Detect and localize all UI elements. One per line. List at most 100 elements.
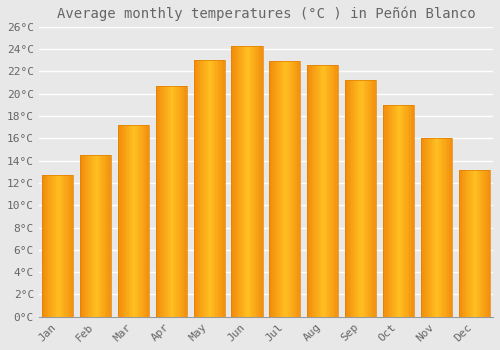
Bar xyxy=(440,138,441,317)
Bar xyxy=(446,138,447,317)
Bar xyxy=(180,86,182,317)
Bar xyxy=(47,175,48,317)
Bar xyxy=(258,46,260,317)
Bar xyxy=(173,86,174,317)
Bar xyxy=(138,125,140,317)
Bar xyxy=(68,175,70,317)
Bar xyxy=(274,61,276,317)
Bar xyxy=(466,169,468,317)
Bar xyxy=(50,175,51,317)
Bar xyxy=(179,86,180,317)
Bar xyxy=(345,80,376,317)
Bar xyxy=(156,86,158,317)
Bar xyxy=(62,175,64,317)
Bar xyxy=(386,105,388,317)
Bar xyxy=(220,60,222,317)
Bar xyxy=(242,46,244,317)
Bar xyxy=(106,155,108,317)
Bar xyxy=(356,80,358,317)
Bar xyxy=(485,169,486,317)
Bar xyxy=(465,169,466,317)
Bar xyxy=(464,169,465,317)
Bar xyxy=(210,60,212,317)
Bar xyxy=(222,60,223,317)
Bar xyxy=(261,46,262,317)
Bar xyxy=(209,60,210,317)
Bar xyxy=(284,61,285,317)
Bar xyxy=(324,65,326,317)
Bar xyxy=(178,86,179,317)
Bar xyxy=(318,65,320,317)
Bar xyxy=(362,80,364,317)
Bar xyxy=(239,46,241,317)
Bar xyxy=(315,65,316,317)
Bar xyxy=(204,60,206,317)
Bar xyxy=(247,46,248,317)
Bar xyxy=(277,61,278,317)
Bar xyxy=(198,60,200,317)
Bar xyxy=(203,60,204,317)
Bar xyxy=(290,61,291,317)
Bar xyxy=(332,65,334,317)
Bar xyxy=(223,60,224,317)
Bar xyxy=(134,125,135,317)
Bar xyxy=(44,175,46,317)
Bar xyxy=(104,155,105,317)
Bar xyxy=(72,175,74,317)
Bar xyxy=(184,86,186,317)
Bar xyxy=(450,138,452,317)
Bar xyxy=(105,155,106,317)
Bar xyxy=(97,155,98,317)
Bar xyxy=(260,46,261,317)
Bar xyxy=(448,138,450,317)
Bar xyxy=(286,61,288,317)
Bar xyxy=(320,65,321,317)
Bar xyxy=(390,105,392,317)
Bar xyxy=(238,46,240,317)
Bar xyxy=(135,125,136,317)
Bar xyxy=(122,125,124,317)
Bar xyxy=(370,80,372,317)
Bar xyxy=(471,169,472,317)
Bar xyxy=(124,125,126,317)
Bar xyxy=(314,65,315,317)
Bar xyxy=(321,65,322,317)
Bar xyxy=(54,175,56,317)
Bar xyxy=(383,105,384,317)
Bar xyxy=(334,65,335,317)
Bar xyxy=(206,60,208,317)
Bar xyxy=(468,169,469,317)
Bar xyxy=(292,61,294,317)
Bar xyxy=(234,46,236,317)
Bar xyxy=(96,155,97,317)
Bar xyxy=(368,80,370,317)
Bar xyxy=(316,65,318,317)
Bar xyxy=(91,155,92,317)
Bar xyxy=(476,169,478,317)
Bar xyxy=(296,61,298,317)
Bar xyxy=(70,175,71,317)
Bar xyxy=(406,105,408,317)
Bar xyxy=(42,175,44,317)
Bar xyxy=(421,138,452,317)
Bar xyxy=(308,65,310,317)
Bar xyxy=(253,46,255,317)
Bar xyxy=(474,169,476,317)
Bar xyxy=(143,125,144,317)
Bar xyxy=(80,155,82,317)
Bar xyxy=(373,80,374,317)
Bar xyxy=(60,175,61,317)
Bar xyxy=(212,60,214,317)
Bar xyxy=(67,175,68,317)
Bar xyxy=(436,138,438,317)
Bar xyxy=(92,155,94,317)
Bar xyxy=(402,105,403,317)
Bar xyxy=(202,60,203,317)
Bar xyxy=(280,61,282,317)
Bar xyxy=(271,61,272,317)
Bar xyxy=(148,125,149,317)
Bar xyxy=(108,155,110,317)
Bar xyxy=(132,125,134,317)
Bar xyxy=(208,60,209,317)
Bar xyxy=(335,65,336,317)
